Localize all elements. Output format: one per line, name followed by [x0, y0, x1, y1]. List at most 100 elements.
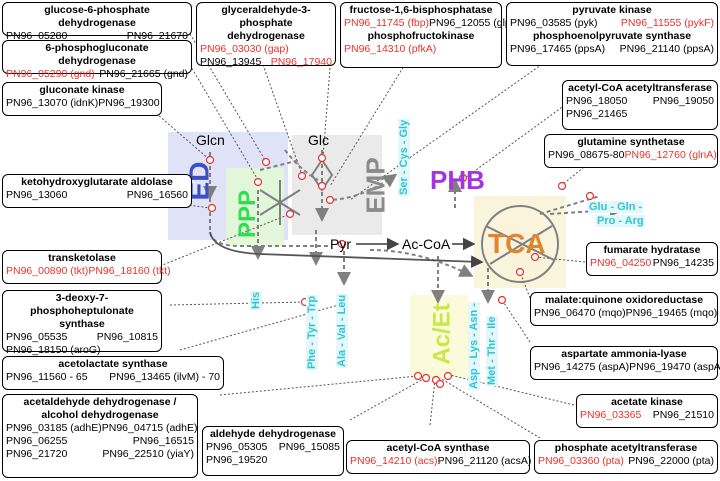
box-title: gluconate kinase: [39, 84, 125, 96]
box-title: glucose-6-phosphate dehydrogenase: [44, 4, 150, 29]
aa-glu-gln: Glu - Gln -: [588, 201, 644, 213]
gene-id: PN96_03365: [580, 409, 642, 421]
box-adh: acetaldehyde dehydrogenase / alcohol deh…: [2, 394, 198, 478]
box-mqo: malate:quinone oxidoreductase PN96_06470…: [530, 292, 718, 326]
gene-id: PN96_13060: [6, 189, 68, 201]
gene-id: PN96_06255: [6, 435, 68, 447]
metabolite-acetyl-coa: Ac-CoA: [402, 236, 451, 252]
ppp-module-label: PPP: [234, 189, 262, 239]
acet-panel: [410, 295, 468, 377]
box-title: phosphoenolpyruvate synthase: [532, 30, 692, 42]
gene-id: PN96_05280: [6, 30, 68, 42]
gene-id: PN96_19465 (mqo): [625, 307, 718, 319]
box-g6pdh: glucose-6-phosphate dehydrogenase PN96_0…: [2, 2, 192, 42]
gene-id: PN96_18150 (aroG): [6, 344, 101, 356]
gene-id: PN96_13945: [200, 56, 262, 68]
gene-id: PN96_19520: [206, 454, 268, 466]
gene-id: PN96_14210 (acs): [350, 455, 438, 467]
box-pgdh: 6-phosphogluconate dehydrogenase PN96_05…: [2, 40, 192, 80]
gene-id: PN96_16560: [126, 189, 188, 201]
gene-id: PN96_06470 (mqo): [534, 307, 626, 319]
gene-id: PN96_03030 (gap): [200, 43, 289, 55]
box-title: malate:quinone oxidoreductase: [544, 294, 704, 306]
gene-id: PN96_11560 - 65: [6, 371, 88, 383]
acet-module-label: Ac/Et: [428, 303, 456, 365]
gene-id: PN96_05290 (gnd): [6, 68, 95, 80]
box-acetyl-coa-synthase: acetyl-CoA synthase PN96_14210 (acs) PN96…: [346, 440, 532, 474]
gene-id: PN96_18160 (tkt): [88, 265, 171, 277]
metabolite-glc: Glc: [308, 132, 329, 148]
box-title: aldehyde dehydrogenase: [209, 428, 337, 440]
gene-id: PN96_21720: [6, 448, 68, 460]
box-title: pyruvate kinase: [572, 4, 652, 16]
gene-id: PN96_21465: [566, 108, 628, 120]
box-fumarate-hydratase: fumarate hydratase PN96_04250 PN96_14235: [586, 242, 718, 276]
box-kdg-aldolase: ketohydroxyglutarate aldolase PN96_13060…: [2, 174, 192, 208]
box-title: fumarate hydratase: [603, 244, 701, 256]
box-title: glutamine synthetase: [577, 136, 685, 148]
tca-module-label: TCA: [488, 228, 546, 259]
box-title: acetaldehyde dehydrogenase / alcohol deh…: [23, 396, 177, 421]
gene-id: PN96_19470 (aspA): [629, 361, 720, 373]
box-title: transketolase: [48, 252, 116, 264]
gene-id: PN96_21510: [652, 409, 714, 421]
box-title: acetolactate synthase: [58, 358, 168, 370]
gene-id: PN96_17465 (ppsA): [510, 43, 606, 55]
box-title: aspartate ammonia-lyase: [561, 348, 687, 360]
gene-id: PN96_11555 (pykF): [620, 17, 714, 29]
gene-id: PN96_21120 (acsA): [437, 455, 532, 467]
box-aspartate-ammonia-lyase: aspartate ammonia-lyase PN96_14275 (aspA…: [530, 346, 720, 380]
aa-ser-cys-gly: Ser - Cys - Gly: [398, 118, 410, 196]
box-aldehyde-dehydrogenase: aldehyde dehydrogenase PN96_05305 PN96_15…: [202, 426, 344, 476]
emp-module-label: EMP: [360, 157, 391, 214]
gene-id: PN96_03185 (adhE): [6, 422, 102, 434]
aa-phe-tyr-trp: Phe - Tyr - Trp: [306, 294, 318, 370]
gene-id: PN96_19050: [652, 95, 714, 107]
metabolite-pyr: Pyr: [330, 236, 351, 252]
gene-id: PN96_04715 (adhE): [101, 422, 198, 434]
gene-id: PN96_11745 (fbp): [344, 17, 430, 29]
box-acetyl-coa-acetyltransferase: acetyl-CoA acetyltransferase PN96_18050 P…: [562, 80, 718, 130]
gene-id: PN96_03585 (pyk): [510, 17, 598, 29]
gene-id: PN96_18050: [566, 95, 628, 107]
box-title: ketohydroxyglutarate aldolase: [21, 176, 173, 188]
aa-ala-val-leu: Ala - Val - Leu: [336, 293, 348, 368]
gene-id: PN96_15085: [278, 441, 340, 453]
gene-id: PN96_16515: [132, 435, 194, 447]
gene-id: PN96_21140 (ppsA): [619, 43, 714, 55]
gene-id: PN96_17940: [270, 56, 332, 68]
box-title: fructose-1,6-bisphosphatase: [349, 4, 493, 16]
gene-id: PN96_21670: [126, 30, 188, 42]
box-pyk-pps: pyruvate kinase PN96_03585 (pyk) PN96_115…: [506, 2, 718, 66]
gene-id: PN96_05305: [206, 441, 268, 453]
aa-his: His: [250, 290, 262, 310]
box-dahp-synthase: 3-deoxy-7-phosphoheptulonate synthase PN…: [2, 290, 162, 356]
box-gluconate-kinase: gluconate kinase PN96_13070 (idnK) PN96_1…: [2, 82, 162, 116]
phb-module-label: PHB: [430, 165, 485, 195]
aa-asp-lys-asn: Asp - Lys - Asn -: [468, 302, 480, 390]
gene-id: PN96_13465 (ilvM) - 70: [109, 371, 220, 383]
box-fbp-pfk: fructose-1,6-bisphosphatase PN96_11745 (…: [340, 2, 521, 68]
tca-cycle-circle: [481, 205, 559, 283]
gene-id: PN96_04250: [590, 257, 652, 269]
box-transketolase: transketolase PN96_00890 (tkt) PN96_18160…: [2, 250, 171, 284]
box-title: phosphate acetyltransferase: [554, 442, 698, 454]
box-title: 6-phosphogluconate dehydrogenase: [45, 42, 149, 67]
gene-id: PN96_14235: [652, 257, 714, 269]
gene-id: PN96_03360 (pta): [538, 455, 624, 467]
box-glutamine-synthetase: glutamine synthetase PN96_08675-80 PN96_1…: [544, 134, 718, 168]
gene-id: PN96_00890 (tkt): [6, 265, 89, 277]
box-title: phosphofructokinase: [367, 30, 475, 42]
gene-id: PN96_22000 (pta): [628, 455, 714, 467]
aa-met-thr-ile: Met - Thr - Ile: [486, 315, 498, 386]
box-acetate-kinase: acetate kinase PN96_03365 PN96_21510: [576, 394, 718, 428]
gene-id: PN96_05535: [6, 331, 68, 343]
box-title: acetyl-CoA synthase: [386, 442, 490, 454]
aa-pro-arg: Pro - Arg: [596, 215, 645, 227]
box-title: glyceraldehyde-3-phosphate dehydrogenase: [221, 4, 311, 42]
gene-id: PN96_12055 (glpX): [429, 17, 522, 29]
box-phosphate-acetyltransferase: phosphate acetyltransferase PN96_03360 (…: [534, 440, 718, 474]
gene-id: PN96_14275 (aspA): [534, 361, 630, 373]
metabolite-glcn: Glcn: [196, 132, 225, 148]
